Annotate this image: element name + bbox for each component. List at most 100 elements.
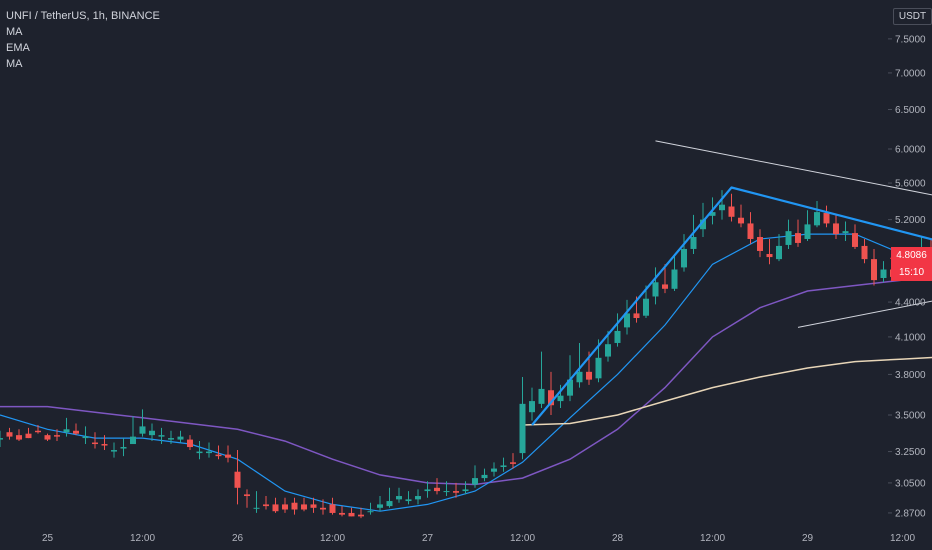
drawings [531,140,932,426]
candle [795,219,801,247]
candle [453,482,459,498]
candle [35,424,41,434]
candle-body [16,435,22,440]
candle [671,254,678,291]
candle [92,432,98,449]
candle [348,507,355,517]
candle-body [149,430,155,436]
candle [253,491,260,513]
time-tick-label: 29 [802,533,814,544]
candle-body [852,233,858,247]
candle [101,435,108,451]
candle [272,497,279,513]
price-tick-label: 3.8000 [895,370,926,381]
candle-body [187,439,193,448]
candle-body [329,504,336,513]
candle-body [168,438,174,440]
candle-body [215,454,222,457]
candle [538,351,545,408]
candle-body [35,430,41,433]
candle-body [500,465,507,467]
candle [757,229,763,258]
candle [82,426,89,445]
candle-body [880,269,887,278]
candle-body [529,401,535,413]
time-tick-label: 12:00 [130,533,155,544]
candle [282,497,288,513]
price-tick-label: 6.5000 [895,105,926,116]
candle [149,423,155,442]
candle-body [130,436,136,445]
time-tick-label: 27 [422,533,434,544]
candle-body [282,504,288,510]
candle [301,497,307,512]
candle [73,423,79,436]
ema-line [0,275,932,486]
symbol-title[interactable]: UNFI / TetherUS, 1h, BINANCE [6,10,160,22]
candle [139,409,146,437]
candle-body [320,507,326,510]
legend-ma-fast[interactable]: MA [6,26,23,38]
time-tick-label: 25 [42,533,54,544]
candle [624,299,630,335]
candle [766,238,773,265]
price-tick-label: 7.5000 [895,34,926,45]
candle [510,453,516,469]
candle [738,204,744,228]
price-tick-label: 3.5000 [895,411,926,422]
candle [690,214,697,255]
candle-body [652,282,659,297]
candle [481,468,488,482]
candle [662,264,668,294]
candle [557,384,564,408]
candle [234,450,241,505]
pennant-drawing [531,186,932,426]
candle [377,496,383,512]
candle-body [557,395,564,402]
candle [63,417,70,437]
lower-trendline [797,300,932,328]
candle [842,221,849,241]
candle [0,430,3,448]
legend-ema[interactable]: EMA [6,42,30,54]
candle [215,445,222,460]
candle [187,435,193,451]
candle [681,234,687,272]
candle-body [785,231,792,245]
candle-body [453,491,459,493]
candle [405,491,412,505]
candle-body [681,248,687,268]
candle-body [6,432,13,437]
candle-body [662,284,668,289]
candle-body [766,254,773,258]
price-tick-label: 2.8700 [895,508,926,519]
candle [519,377,526,460]
candle [263,496,269,510]
price-tick-label: 4.4000 [895,298,926,309]
candle [130,416,136,445]
chart-legend: UNFI / TetherUS, 1h, BINANCE MA EMA MA [6,8,160,72]
candle-body [595,357,602,379]
candle-body [339,512,345,515]
candle-body [804,224,811,239]
candle [206,442,212,458]
currency-unit-label[interactable]: USDT [893,8,932,25]
candle-body [633,313,640,319]
price-tick-label: 4.1000 [895,332,926,343]
price-tick-label: 7.0000 [895,68,926,79]
candle [462,481,469,495]
candle-body [377,504,383,508]
legend-ma-slow[interactable]: MA [6,58,23,70]
candle-body [196,451,203,454]
price-tick-label: 5.6000 [895,179,926,190]
candle [396,487,402,503]
candle [529,387,535,421]
candle-body [263,504,269,507]
candle [804,210,811,241]
candle [785,219,792,249]
candle-body [567,379,573,396]
candle-body [700,219,706,230]
candle-body [405,499,412,502]
candle [168,430,174,445]
